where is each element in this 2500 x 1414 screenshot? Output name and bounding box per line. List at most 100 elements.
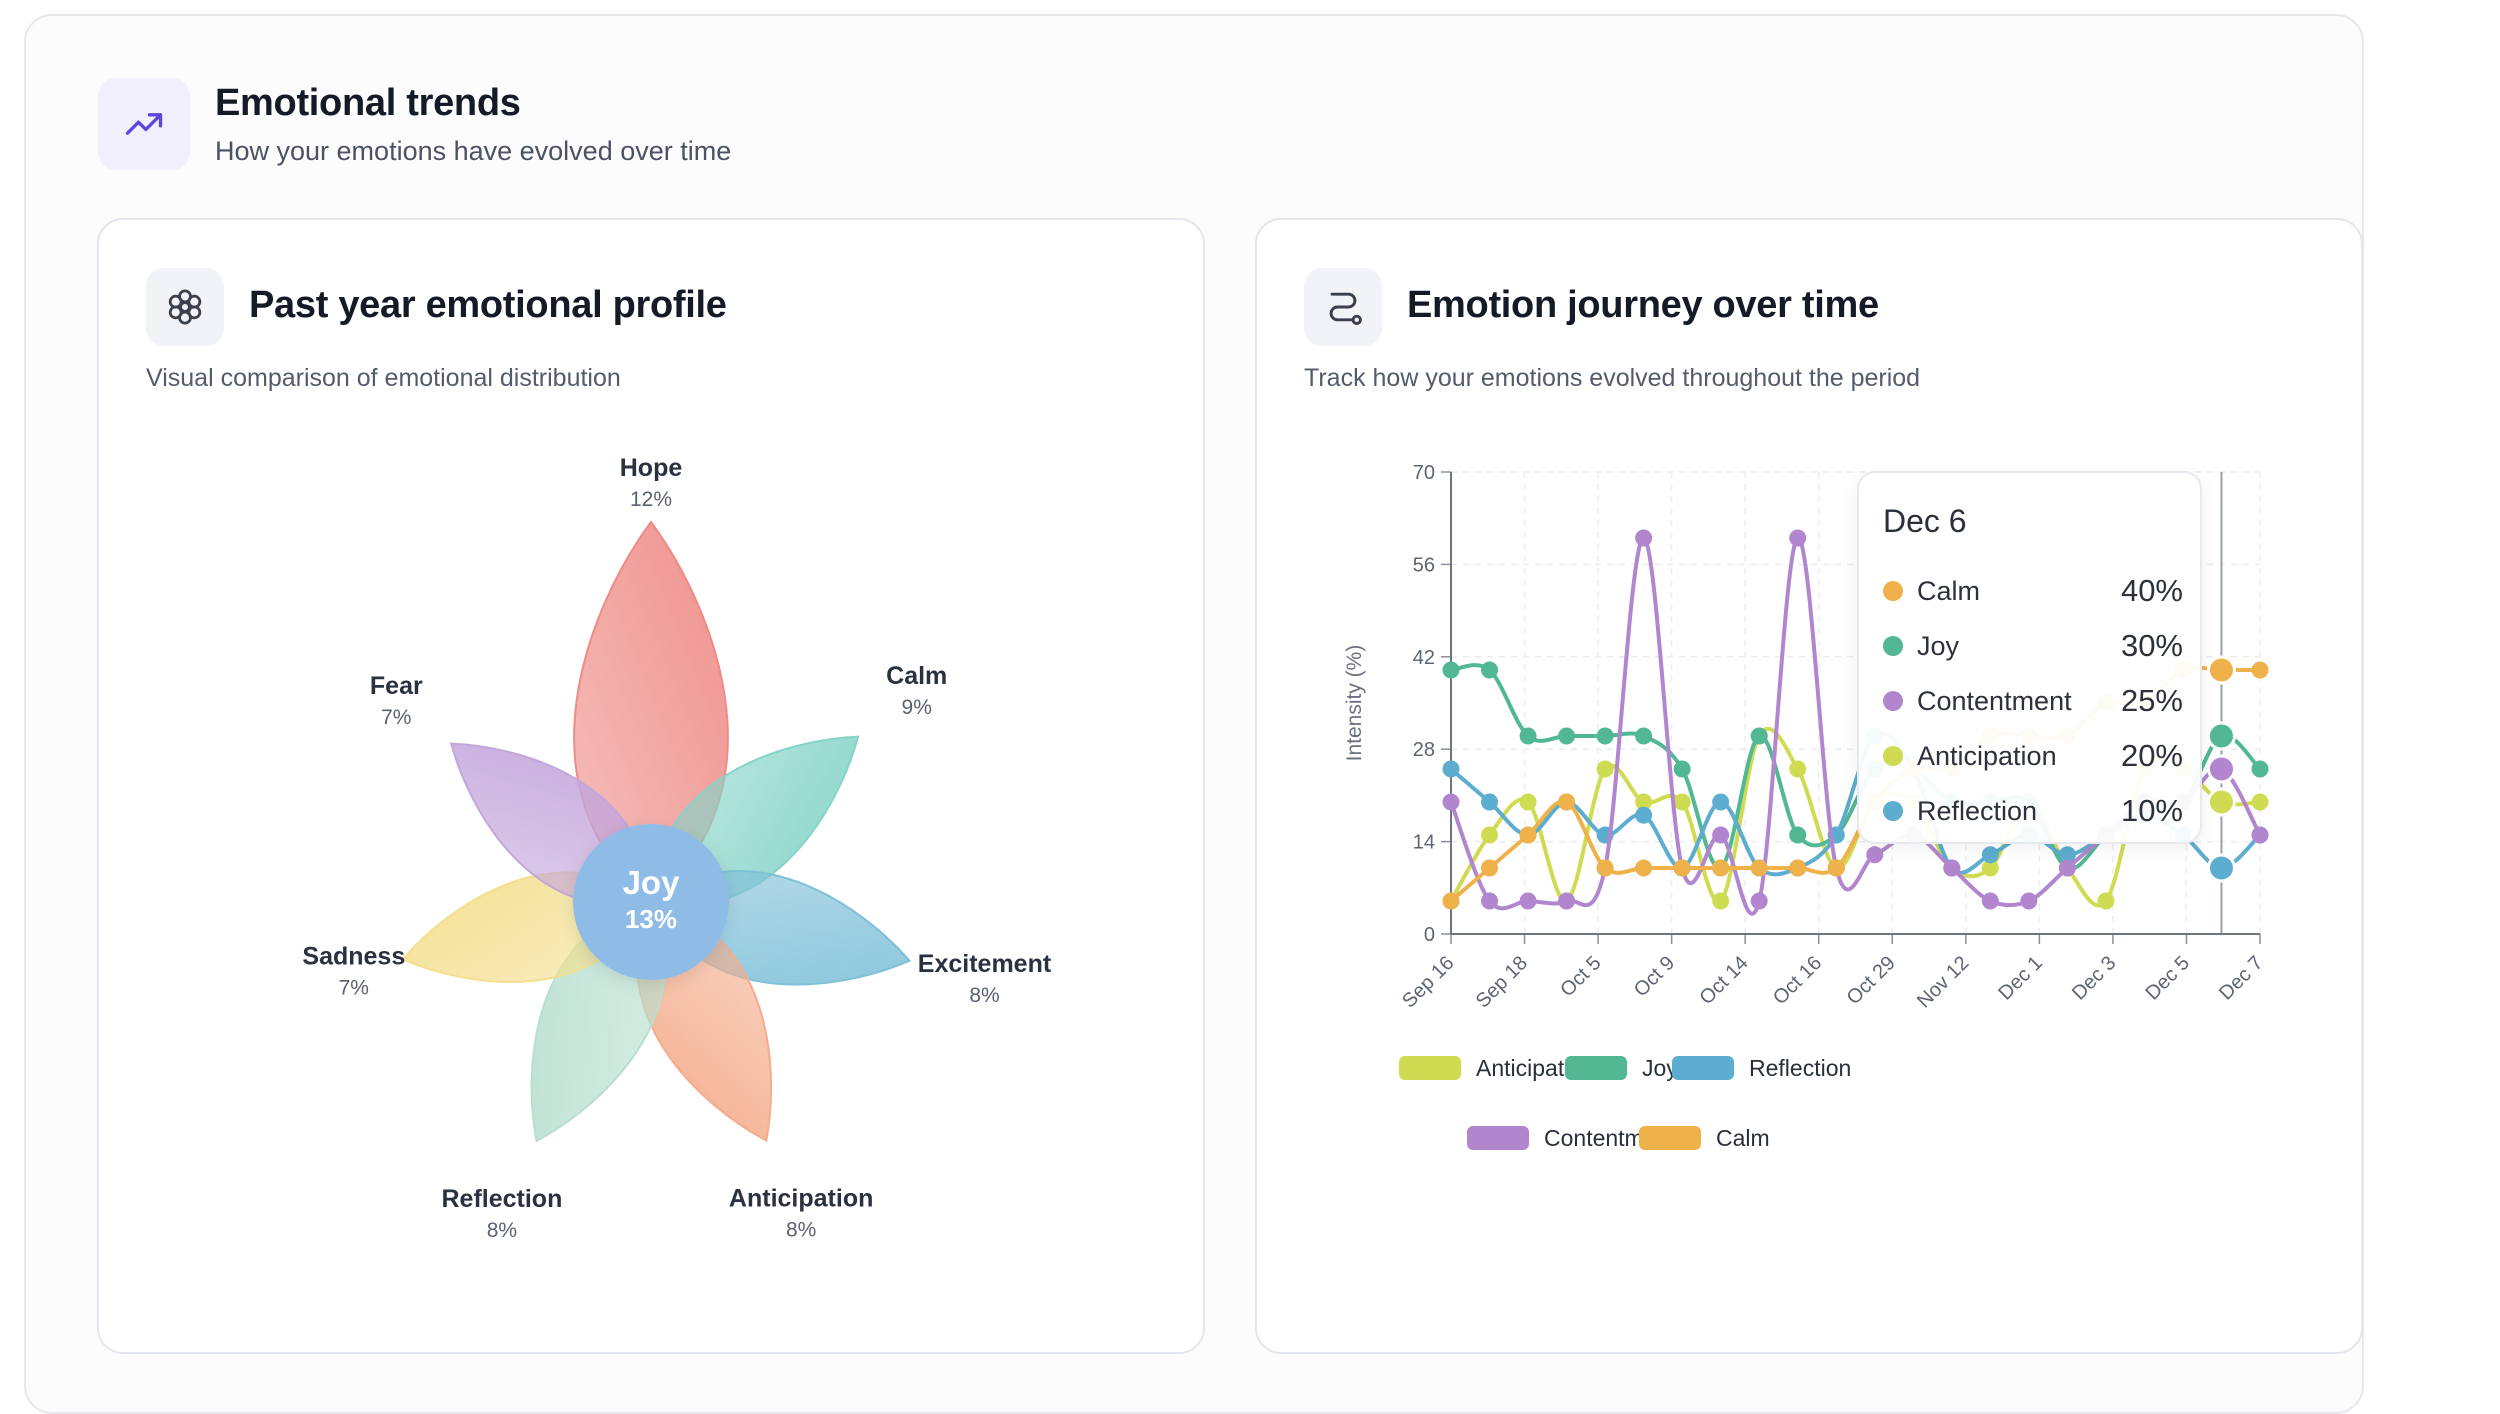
data-point[interactable]: [1519, 727, 1537, 745]
data-point[interactable]: [1789, 760, 1807, 778]
data-point[interactable]: [1635, 529, 1653, 547]
data-point[interactable]: [2206, 787, 2236, 817]
emotional-trends-card: Emotional trends How your emotions have …: [24, 14, 2364, 1414]
data-point[interactable]: [1442, 760, 1460, 778]
y-tick-label: 0: [1424, 924, 1435, 946]
data-point[interactable]: [1712, 793, 1730, 811]
data-point[interactable]: [1596, 859, 1614, 877]
data-point[interactable]: [1712, 859, 1730, 877]
data-point[interactable]: [1635, 793, 1653, 811]
petal-label: Anticipation: [729, 1185, 873, 1213]
data-point[interactable]: [1789, 529, 1807, 547]
data-point[interactable]: [1789, 859, 1807, 877]
legend-swatch-contentment[interactable]: [1467, 1126, 1529, 1150]
x-tick-label: Nov 12: [1913, 952, 1973, 1012]
petal-value: 8%: [969, 984, 999, 1007]
data-point[interactable]: [1442, 661, 1460, 679]
data-point[interactable]: [1558, 892, 1576, 910]
data-point[interactable]: [1519, 826, 1537, 844]
data-point[interactable]: [1750, 892, 1768, 910]
petal-value: 8%: [487, 1219, 517, 1242]
center-circle[interactable]: [573, 824, 729, 980]
data-point[interactable]: [1635, 859, 1653, 877]
chart-tooltip: Dec 6 Calm 40% Joy 30% Contentment 25% A…: [1857, 471, 2202, 844]
data-point[interactable]: [1673, 859, 1691, 877]
data-point[interactable]: [2058, 859, 2076, 877]
legend-swatch-calm[interactable]: [1639, 1126, 1701, 1150]
tooltip-row-joy: Joy 30%: [1883, 626, 2183, 666]
x-tick-label: Dec 1: [1994, 952, 2047, 1005]
data-point[interactable]: [1712, 892, 1730, 910]
tooltip-dot: [1883, 746, 1903, 766]
route-icon: [1304, 268, 1382, 346]
data-point[interactable]: [1481, 793, 1499, 811]
y-tick-label: 70: [1413, 462, 1435, 484]
data-point[interactable]: [1750, 727, 1768, 745]
data-point[interactable]: [2058, 846, 2076, 864]
x-tick-label: Oct 29: [1843, 952, 1900, 1009]
tooltip-dot: [1883, 581, 1903, 601]
data-point[interactable]: [1981, 892, 1999, 910]
tooltip-dot: [1883, 636, 1903, 656]
data-point[interactable]: [1481, 826, 1499, 844]
data-point[interactable]: [2206, 655, 2236, 685]
trend-up-icon: [98, 78, 190, 170]
center-label: Joy: [623, 864, 681, 901]
data-point[interactable]: [1519, 892, 1537, 910]
legend-swatch-anticipation[interactable]: [1399, 1056, 1461, 1080]
data-point[interactable]: [1673, 793, 1691, 811]
data-point[interactable]: [1981, 859, 1999, 877]
data-point[interactable]: [2206, 853, 2236, 883]
data-point[interactable]: [1635, 727, 1653, 745]
data-point[interactable]: [1981, 846, 1999, 864]
data-point[interactable]: [1442, 793, 1460, 811]
emotional-profile-panel: Past year emotional profile Visual compa…: [97, 218, 1205, 1354]
data-point[interactable]: [1558, 793, 1576, 811]
data-point[interactable]: [1558, 727, 1576, 745]
petal-value: 7%: [339, 977, 369, 1000]
data-point[interactable]: [2251, 760, 2269, 778]
data-point[interactable]: [1596, 727, 1614, 745]
y-tick-label: 14: [1413, 832, 1435, 854]
data-point[interactable]: [1481, 661, 1499, 679]
legend-label[interactable]: Reflection: [1749, 1055, 1851, 1081]
data-point[interactable]: [1596, 760, 1614, 778]
tooltip-row-contentment: Contentment 25%: [1883, 681, 2183, 721]
flower-icon: [146, 268, 224, 346]
tooltip-row-reflection: Reflection 10%: [1883, 791, 2183, 831]
petal-label: Excitement: [918, 950, 1052, 978]
x-tick-label: Sep 16: [1398, 952, 1458, 1012]
data-point[interactable]: [1635, 806, 1653, 824]
section-title: Emotional trends: [215, 82, 521, 124]
x-tick-label: Dec 5: [2141, 952, 2194, 1005]
petal-label: Fear: [370, 672, 423, 700]
data-point[interactable]: [2251, 826, 2269, 844]
x-tick-label: Dec 7: [2215, 952, 2268, 1005]
data-point[interactable]: [1750, 859, 1768, 877]
petal-label: Reflection: [442, 1185, 563, 1213]
data-point[interactable]: [1481, 892, 1499, 910]
legend-swatch-reflection[interactable]: [1672, 1056, 1734, 1080]
tooltip-dot: [1883, 691, 1903, 711]
data-point[interactable]: [2206, 721, 2236, 751]
data-point[interactable]: [2020, 892, 2038, 910]
data-point[interactable]: [1827, 859, 1845, 877]
panel-title: Emotion journey over time: [1407, 284, 1879, 326]
data-point[interactable]: [1712, 826, 1730, 844]
data-point[interactable]: [1519, 793, 1537, 811]
data-point[interactable]: [1789, 826, 1807, 844]
data-point[interactable]: [1943, 859, 1961, 877]
data-point[interactable]: [2251, 661, 2269, 679]
legend-label[interactable]: Calm: [1716, 1125, 1770, 1151]
data-point[interactable]: [1673, 760, 1691, 778]
data-point[interactable]: [2097, 892, 2115, 910]
data-point[interactable]: [2206, 754, 2236, 784]
data-point[interactable]: [1481, 859, 1499, 877]
data-point[interactable]: [2251, 793, 2269, 811]
petal-value: 7%: [381, 706, 411, 729]
tooltip-row-anticipation: Anticipation 20%: [1883, 736, 2183, 776]
legend-swatch-joy[interactable]: [1565, 1056, 1627, 1080]
data-point[interactable]: [1442, 892, 1460, 910]
data-point[interactable]: [1866, 846, 1884, 864]
panel-subtitle: Track how your emotions evolved througho…: [1304, 364, 1921, 392]
